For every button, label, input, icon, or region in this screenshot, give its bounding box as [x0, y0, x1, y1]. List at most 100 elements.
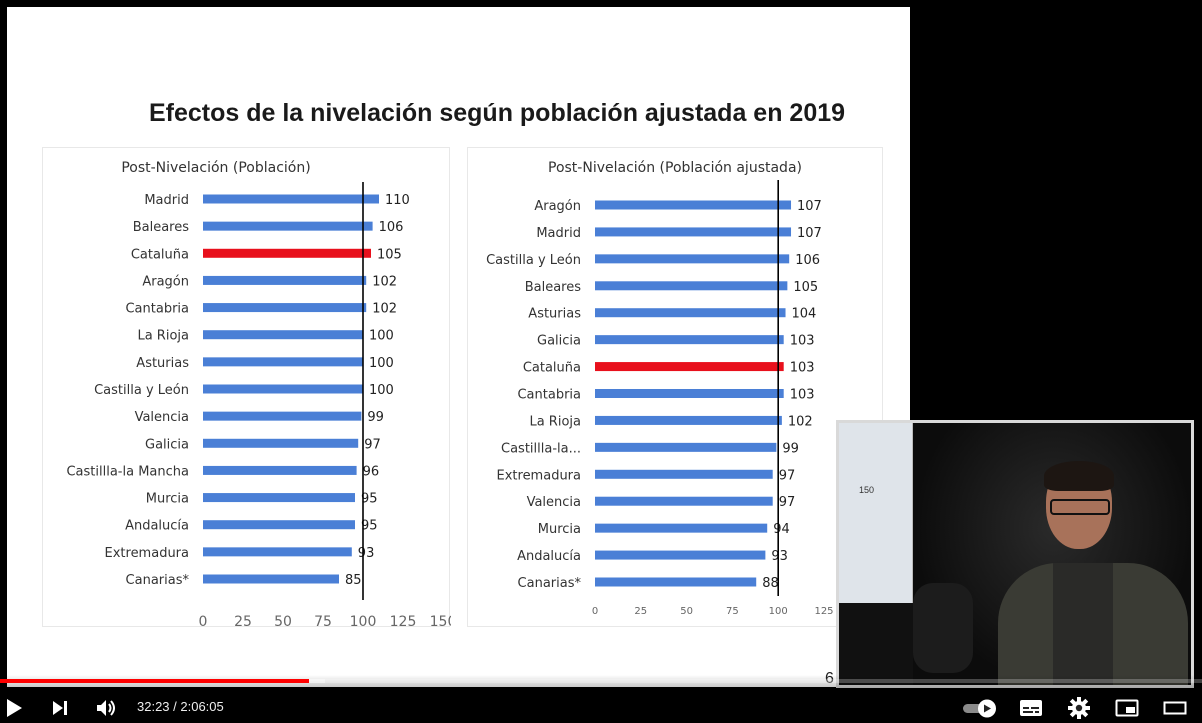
category-label: Galicia [537, 334, 581, 349]
bar [203, 357, 363, 367]
speaker-video [913, 423, 1191, 685]
volume-button[interactable] [95, 697, 119, 719]
bar [595, 227, 792, 237]
category-label: Galicia [145, 437, 189, 452]
data-label: 100 [369, 329, 394, 344]
data-label: 94 [773, 522, 790, 537]
bar [595, 415, 782, 425]
bar [203, 221, 373, 231]
subtitles-button[interactable] [1018, 697, 1044, 719]
bar [203, 330, 363, 340]
data-label: 93 [358, 546, 375, 561]
settings-button[interactable] [1067, 696, 1091, 720]
speaker-camera-inset: 150 [836, 420, 1194, 688]
bar [203, 574, 339, 584]
chart-title: Post-Nivelación (Población) [121, 160, 311, 176]
volume-icon [97, 700, 115, 716]
chair [913, 583, 973, 673]
data-label: 93 [771, 549, 788, 564]
category-label: Baleares [133, 220, 190, 235]
category-label: Castilla y León [486, 253, 581, 268]
speaker-hair [1044, 461, 1114, 491]
data-label: 105 [377, 247, 402, 262]
bar [595, 254, 790, 264]
data-label: 104 [792, 307, 817, 322]
x-tick-label: 50 [680, 606, 693, 617]
data-label: 110 [385, 193, 410, 208]
autoplay-toggle[interactable] [962, 697, 998, 719]
bar [203, 194, 379, 204]
category-label: Asturias [136, 356, 189, 371]
x-tick-label: 100 [350, 614, 377, 628]
data-label: 107 [797, 199, 822, 214]
bar [203, 465, 357, 475]
category-label: Baleares [525, 280, 582, 295]
bar [595, 577, 757, 587]
speaker-shirt [1053, 563, 1113, 685]
bar [203, 520, 355, 530]
miniplayer-button[interactable] [1114, 697, 1140, 719]
bar [595, 281, 788, 291]
theater-mode-button[interactable] [1162, 697, 1188, 719]
category-label: Canarias* [518, 576, 582, 591]
category-label: Cataluña [131, 247, 189, 262]
category-label: La Rioja [137, 329, 189, 344]
category-label: Valencia [527, 495, 581, 510]
bar [595, 335, 784, 345]
x-tick-label: 75 [314, 614, 332, 628]
category-label: Aragón [142, 274, 189, 289]
bar [203, 493, 355, 503]
speaker-glasses [1050, 499, 1110, 515]
bar [595, 362, 784, 372]
category-label: Valencia [135, 410, 189, 425]
x-tick-label: 0 [199, 614, 208, 628]
bar [595, 550, 766, 560]
data-label: 97 [779, 468, 796, 483]
category-label: Castillla-la Mancha [66, 464, 189, 479]
data-label: 103 [790, 388, 815, 403]
category-label: Madrid [144, 193, 189, 208]
play-button[interactable] [2, 697, 26, 719]
data-label: 97 [364, 437, 381, 452]
category-label: Asturias [528, 307, 581, 322]
bar [203, 384, 363, 394]
chart-title: Post-Nivelación (Población ajustada) [548, 160, 802, 176]
data-label: 88 [762, 576, 779, 591]
data-label: 95 [361, 519, 378, 534]
category-label: Madrid [536, 226, 581, 241]
bar [203, 438, 359, 448]
x-tick-label: 150 [430, 614, 451, 628]
data-label: 85 [345, 573, 362, 588]
bar [595, 200, 792, 210]
slide-title: Efectos de la nivelación según población… [148, 99, 846, 127]
bar [203, 547, 352, 557]
x-tick-label: 100 [769, 606, 788, 617]
data-label: 102 [372, 302, 397, 317]
data-label: 105 [793, 280, 818, 295]
play-icon [7, 699, 22, 717]
category-label: Extremadura [105, 546, 190, 561]
data-label: 96 [363, 464, 380, 479]
theater-mode-icon [1163, 701, 1187, 715]
progress-played [0, 679, 309, 683]
data-label: 103 [790, 361, 815, 376]
miniplayer-icon [1115, 699, 1139, 717]
category-label: Murcia [146, 492, 189, 507]
x-tick-label: 125 [390, 614, 417, 628]
data-label: 106 [379, 220, 404, 235]
next-icon [53, 701, 67, 715]
progress-bar[interactable] [0, 679, 1202, 683]
category-label: Cantabria [125, 302, 189, 317]
bar [595, 389, 784, 398]
settings-icon [1068, 697, 1090, 719]
x-tick-label: 50 [274, 614, 292, 628]
data-label: 100 [369, 383, 394, 398]
data-label: 107 [797, 226, 822, 241]
next-button[interactable] [49, 697, 71, 719]
bar-chart-poblacion: Madrid 110 Baleares 106 Cataluña 105 Aragón 102… [66, 182, 451, 628]
category-label: Canarias* [126, 573, 190, 588]
bar [595, 469, 773, 479]
category-label: Andalucía [125, 519, 189, 534]
category-label: Andalucía [517, 549, 581, 564]
